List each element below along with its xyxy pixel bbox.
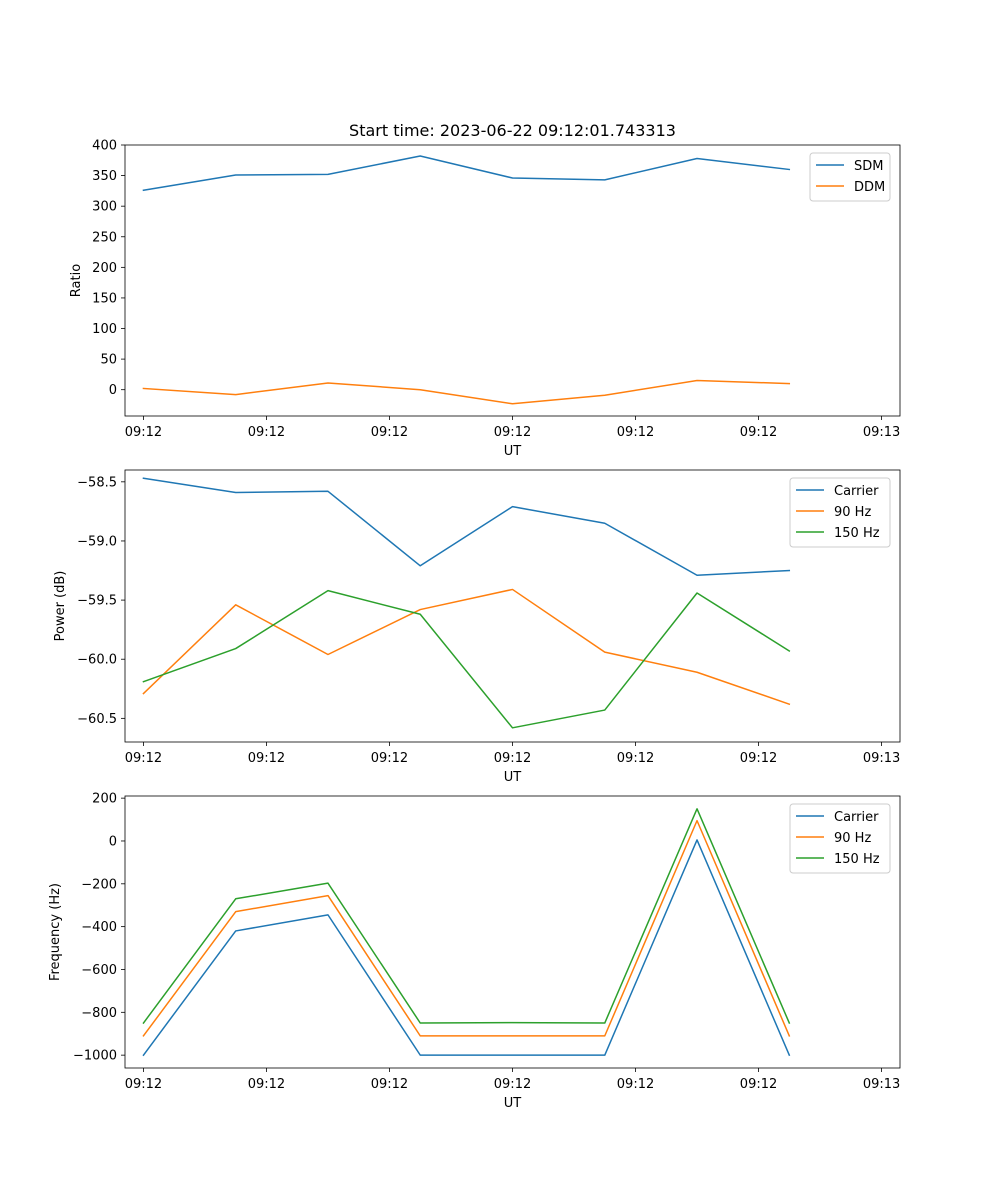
frequency-y-tick-label: −400: [81, 920, 117, 935]
ratio-y-tick-label: 150: [92, 291, 117, 306]
frequency-x-tick-label: 09:12: [494, 1077, 531, 1092]
power-legend-frame: [789, 477, 891, 548]
frequency-x-axis-label: UT: [504, 1096, 522, 1111]
power-series-line-150-hz: [142, 589, 791, 729]
ratio-legend-label: SDM: [854, 159, 883, 174]
frequency-legend-label: 150 Hz: [834, 852, 880, 867]
power-x-tick-label: 09:12: [740, 751, 777, 766]
ratio-x-tick-label: 09:12: [740, 425, 777, 440]
frequency-legend-frame: [789, 803, 891, 874]
frequency-y-tick-label: 200: [92, 792, 117, 807]
ratio-series-line-sdm: [142, 155, 791, 192]
ratio-x-axis-label: UT: [504, 444, 522, 459]
figure-title: Start time: 2023-06-22 09:12:01.743313: [349, 121, 676, 140]
frequency-y-axis-label: Frequency (Hz): [48, 883, 63, 981]
power-x-tick-label: 09:13: [863, 751, 900, 766]
ratio-x-tick-label: 09:12: [248, 425, 285, 440]
frequency-y-tick-label: −800: [81, 1006, 117, 1021]
power-panel: 09:12 09:12 09:12 09:12 09:12 09:12 09:13 −60.5…: [53, 469, 901, 785]
frequency-legend-label: Carrier: [834, 810, 879, 825]
frequency-series-line-carrier: [142, 839, 791, 1057]
frequency-legend: Carrier 90 Hz 150 Hz: [789, 803, 891, 874]
power-series-line-carrier: [142, 477, 791, 576]
ratio-x-tick-label: 09:12: [125, 425, 162, 440]
ratio-y-tick-label: 400: [92, 139, 117, 154]
ratio-x-tick-label: 09:12: [494, 425, 531, 440]
ratio-y-tick-label: 50: [100, 353, 117, 368]
ratio-x-tick-label: 09:12: [617, 425, 654, 440]
frequency-legend-label: 90 Hz: [834, 831, 871, 846]
power-y-tick-label: −58.5: [77, 475, 117, 490]
ratio-panel: 09:12 09:12 09:12 09:12 09:12 09:12 09:13 0 50 10…: [69, 139, 901, 459]
frequency-series-line-150-hz: [142, 808, 791, 1025]
ratio-y-tick-label: 100: [92, 322, 117, 337]
ratio-y-tick-label: 250: [92, 230, 117, 245]
power-x-tick-label: 09:12: [248, 751, 285, 766]
frequency-y-tick-label: −600: [81, 963, 117, 978]
frequency-x-tick-label: 09:13: [863, 1077, 900, 1092]
ratio-y-tick-label: 200: [92, 261, 117, 276]
power-x-tick-label: 09:12: [494, 751, 531, 766]
power-y-axis-label: Power (dB): [53, 571, 68, 642]
ratio-y-axis-label: Ratio: [69, 264, 84, 297]
ratio-y-tick-label: 300: [92, 200, 117, 215]
ratio-legend-label: DDM: [854, 180, 885, 195]
power-legend-label: 150 Hz: [834, 526, 880, 541]
ratio-y-tick-label: 0: [109, 383, 117, 398]
ratio-y-tick-label: 350: [92, 169, 117, 184]
frequency-series-line-90-hz: [142, 819, 791, 1037]
power-x-tick-label: 09:12: [125, 751, 162, 766]
power-y-tick-label: −59.5: [77, 594, 117, 609]
power-x-tick-label: 09:12: [617, 751, 654, 766]
frequency-y-tick-label: −200: [81, 877, 117, 892]
power-legend-label: Carrier: [834, 484, 879, 499]
frequency-x-tick-label: 09:12: [617, 1077, 654, 1092]
power-y-tick-label: −60.0: [77, 653, 117, 668]
power-y-tick-label: −59.0: [77, 534, 117, 549]
power-legend: Carrier 90 Hz 150 Hz: [789, 477, 891, 548]
ratio-series-line-ddm: [142, 379, 791, 405]
frequency-x-tick-label: 09:12: [740, 1077, 777, 1092]
power-legend-label: 90 Hz: [834, 505, 871, 520]
frequency-y-tick-label: 0: [109, 834, 117, 849]
power-x-tick-label: 09:12: [371, 751, 408, 766]
frequency-x-tick-label: 09:12: [371, 1077, 408, 1092]
frequency-panel: 09:12 09:12 09:12 09:12 09:12 09:12 09:13 −1000…: [48, 792, 901, 1111]
power-x-axis-label: UT: [504, 770, 522, 785]
power-y-tick-label: −60.5: [77, 712, 117, 727]
ratio-x-tick-label: 09:13: [863, 425, 900, 440]
frequency-y-tick-label: −1000: [73, 1049, 117, 1064]
power-series-line-90-hz: [142, 588, 791, 706]
frequency-x-tick-label: 09:12: [248, 1077, 285, 1092]
ratio-legend: SDM DDM: [809, 152, 891, 202]
frequency-x-tick-label: 09:12: [125, 1077, 162, 1092]
ratio-x-tick-label: 09:12: [371, 425, 408, 440]
